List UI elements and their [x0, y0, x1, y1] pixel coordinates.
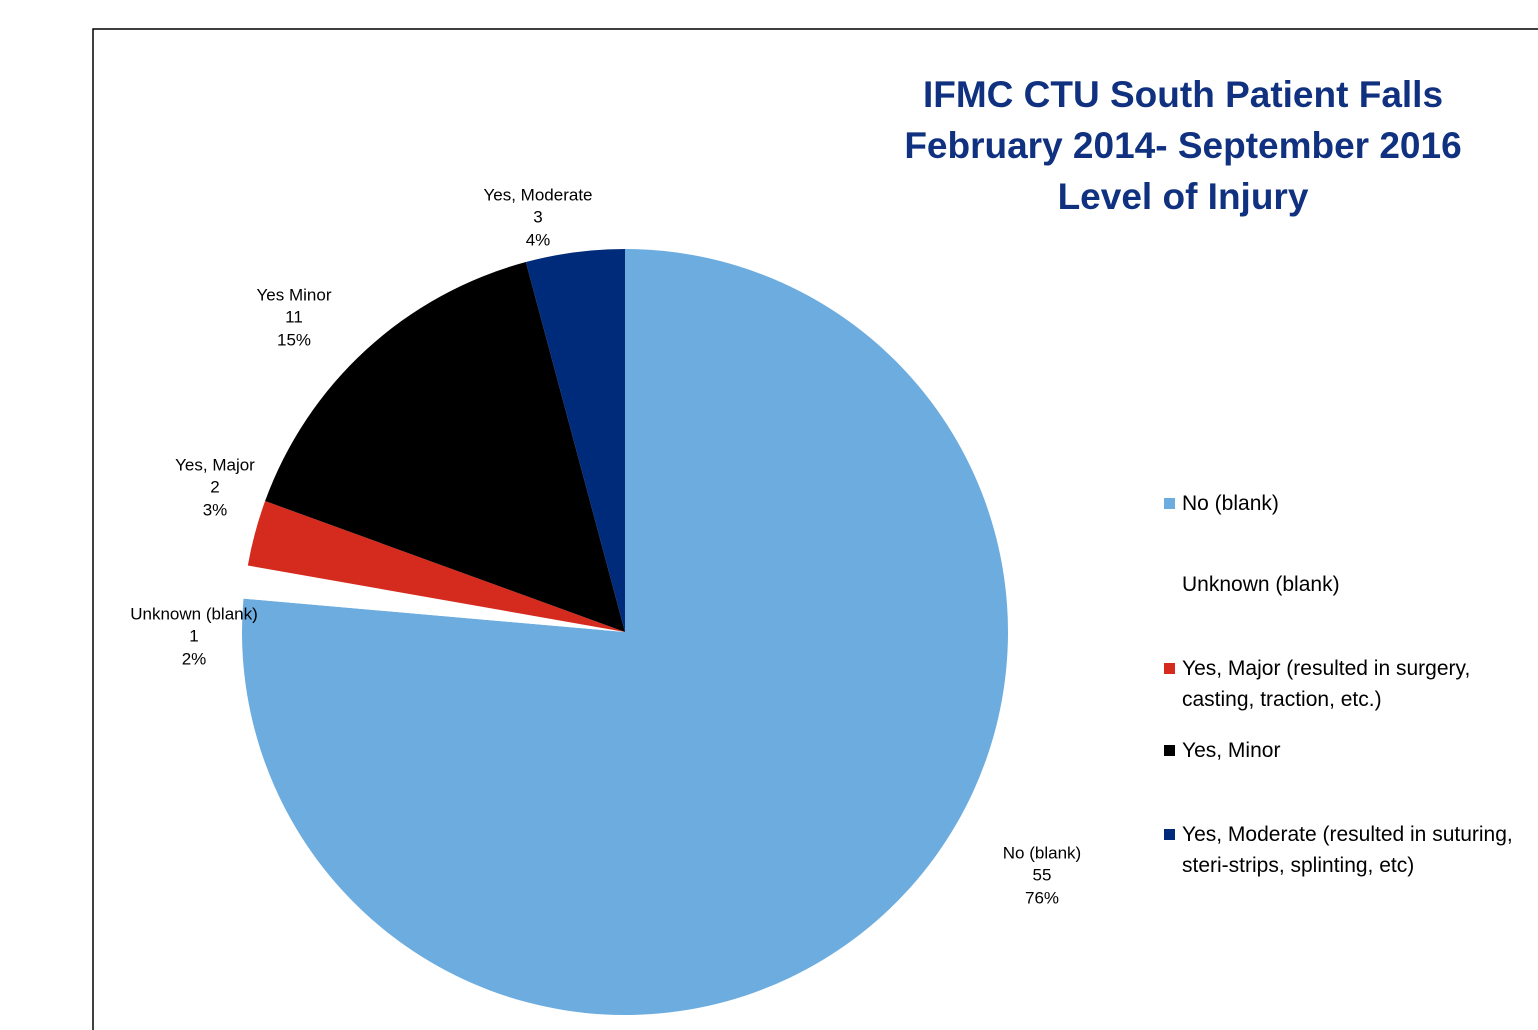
legend-swatch: [1164, 829, 1175, 840]
slice-label: Yes, Major: [175, 455, 255, 474]
legend-label: Yes, Moderate (resulted in suturing, ste…: [1182, 823, 1513, 877]
slice-label: Yes, Moderate: [484, 185, 593, 204]
legend-label: Yes, Major (resulted in surgery, casting…: [1182, 657, 1471, 711]
slice-percent: 3%: [203, 500, 228, 519]
slice-percent: 15%: [277, 330, 311, 349]
chart-title: IFMC CTU South Patient Falls: [923, 74, 1443, 115]
slice-label: No (blank): [1003, 843, 1081, 862]
chart-title: Level of Injury: [1058, 176, 1309, 217]
legend-swatch: [1164, 745, 1175, 756]
chart-title: February 2014- September 2016: [904, 125, 1461, 166]
pie-slice: [265, 262, 625, 632]
slice-value: 2: [210, 477, 219, 496]
legend-label: Unknown (blank): [1182, 573, 1340, 596]
legend-swatch: [1164, 498, 1175, 509]
pie-slice: [243, 565, 625, 632]
slice-percent: 2%: [182, 649, 207, 668]
slice-value: 55: [1033, 865, 1052, 884]
slice-value: 1: [189, 626, 198, 645]
legend-swatch: [1164, 579, 1175, 590]
pie-slice: [241, 249, 1008, 1015]
legend-label: No (blank): [1182, 492, 1279, 515]
legend-swatch: [1164, 663, 1175, 674]
slice-label: Unknown (blank): [130, 604, 258, 623]
pie-slice: [525, 249, 625, 632]
chart-frame: [92, 28, 1538, 1030]
legend-label: Yes, Minor: [1182, 739, 1281, 762]
slice-percent: 4%: [526, 230, 551, 249]
slice-value: 3: [533, 207, 542, 226]
slice-percent: 76%: [1025, 888, 1059, 907]
slice-value: 11: [285, 307, 303, 326]
pie-slice: [247, 501, 625, 632]
slice-label: Yes Minor: [257, 285, 332, 304]
